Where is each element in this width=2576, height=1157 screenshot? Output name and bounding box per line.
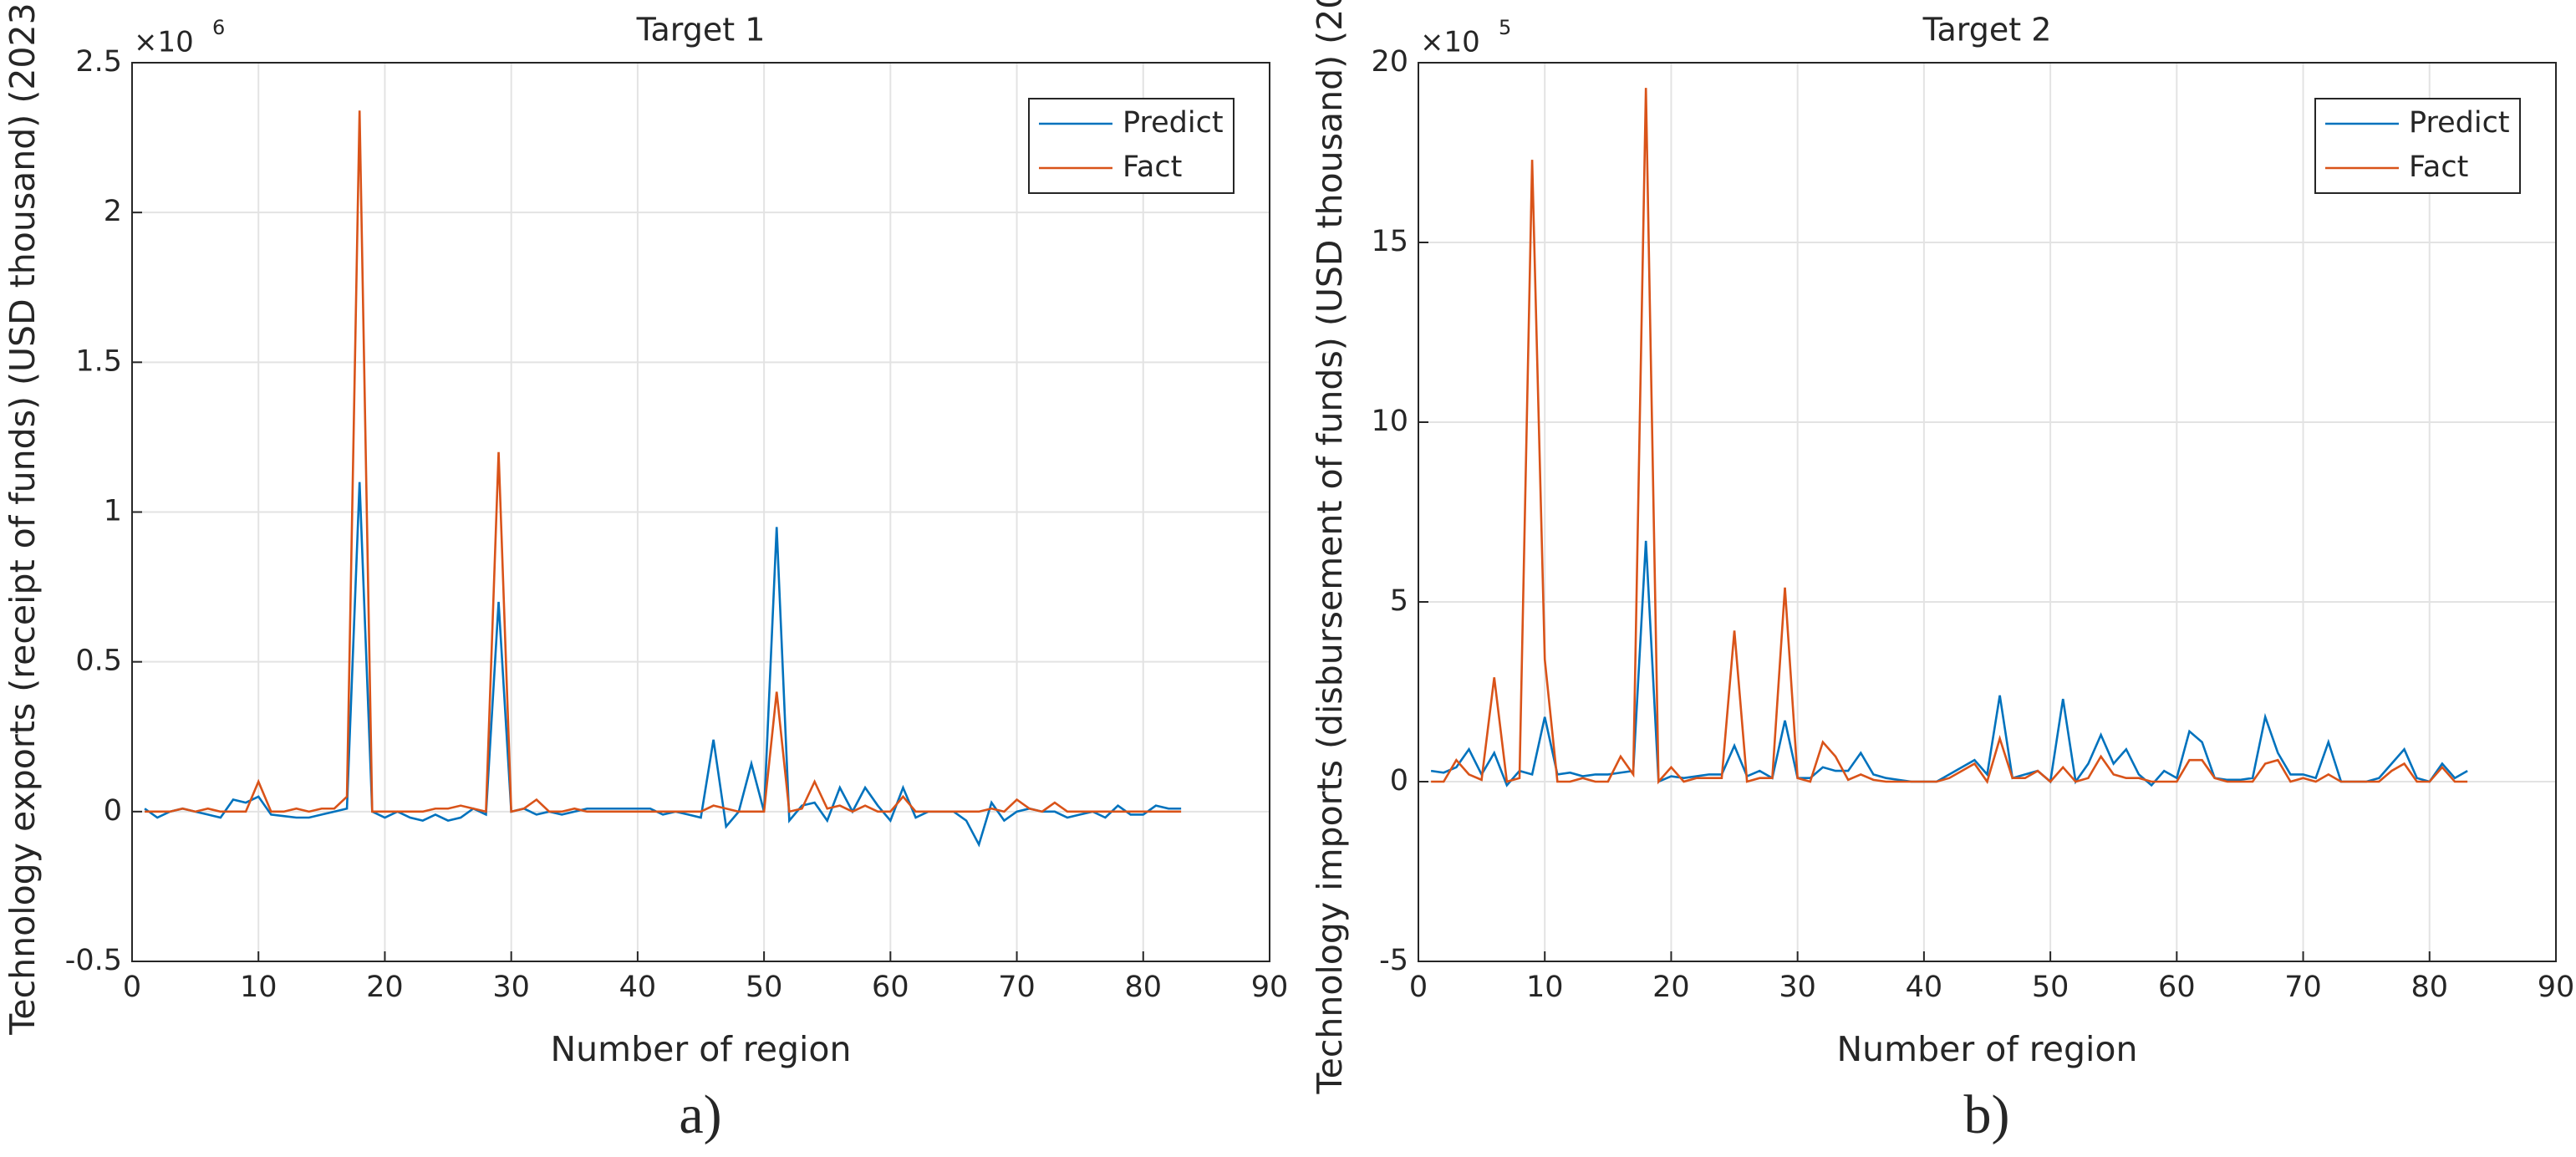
legend-label: Fact	[2409, 150, 2468, 184]
x-tick-label: 0	[1409, 971, 1428, 1004]
y-tick-label: 0	[1390, 764, 1408, 798]
x-tick-label: 70	[2284, 971, 2322, 1004]
series-line	[1431, 88, 2468, 785]
x-tick-label: 70	[998, 971, 1036, 1004]
x-tick-label: 60	[872, 971, 909, 1004]
caption: b)	[1964, 1084, 2010, 1145]
x-tick-label: 80	[1125, 971, 1163, 1004]
legend-label: Predict	[2409, 106, 2510, 140]
y-tick-label: 5	[1390, 584, 1408, 618]
x-tick-label: 50	[2032, 971, 2069, 1004]
x-tick-label: 60	[2158, 971, 2196, 1004]
y-tick-label: 10	[1371, 405, 1408, 438]
axis-multiplier: ×10	[1420, 26, 1480, 59]
x-tick-label: 10	[1526, 971, 1564, 1004]
x-tick-label: 0	[123, 971, 141, 1004]
series-line	[1430, 540, 2468, 787]
x-tick-label: 30	[492, 971, 530, 1004]
legend-box	[1028, 98, 1235, 194]
y-tick-label: 1.5	[75, 344, 122, 378]
x-axis-label: Number of region	[1837, 1029, 2138, 1069]
chart-title: Target 1	[636, 12, 766, 48]
axis-multiplier: ×10	[134, 26, 194, 59]
x-tick-label: 50	[746, 971, 783, 1004]
x-axis-label: Number of region	[551, 1029, 852, 1069]
x-tick-label: 90	[1251, 971, 1289, 1004]
x-tick-label: 80	[2411, 971, 2449, 1004]
legend-box	[2314, 98, 2521, 194]
axes-box	[131, 62, 1270, 962]
y-tick-label: 0	[104, 794, 122, 828]
y-tick-label: 0.5	[75, 645, 122, 678]
chart-title: Target 2	[1922, 12, 2052, 48]
y-tick-label: 2	[104, 195, 122, 228]
legend-label: Predict	[1123, 106, 1224, 140]
y-tick-label: -5	[1379, 944, 1408, 977]
x-tick-label: 30	[1779, 971, 1816, 1004]
caption: a)	[679, 1084, 721, 1145]
x-tick-label: 40	[619, 971, 657, 1004]
axes-box	[1418, 62, 2557, 962]
y-axis-label: Technology imports (disbursement of fund…	[1310, 0, 1350, 1094]
series-line	[145, 110, 1182, 813]
x-tick-label: 20	[366, 971, 404, 1004]
legend-label: Fact	[1123, 150, 1182, 184]
y-tick-label: -0.5	[65, 944, 122, 977]
x-tick-label: 90	[2538, 971, 2575, 1004]
y-axis-label: Technology exports (receipt of funds) (U…	[3, 0, 43, 1036]
y-tick-label: 1	[104, 495, 122, 528]
x-tick-label: 40	[1906, 971, 1943, 1004]
axis-multiplier-exponent: 6	[212, 16, 225, 39]
axis-multiplier-exponent: 5	[1499, 16, 1511, 39]
plot-area	[1418, 63, 2556, 961]
y-tick-label: 2.5	[75, 45, 122, 79]
y-tick-label: 20	[1371, 45, 1408, 79]
series-line	[144, 482, 1182, 848]
x-tick-label: 20	[1652, 971, 1690, 1004]
x-tick-label: 10	[240, 971, 277, 1004]
y-tick-label: 15	[1371, 225, 1408, 258]
